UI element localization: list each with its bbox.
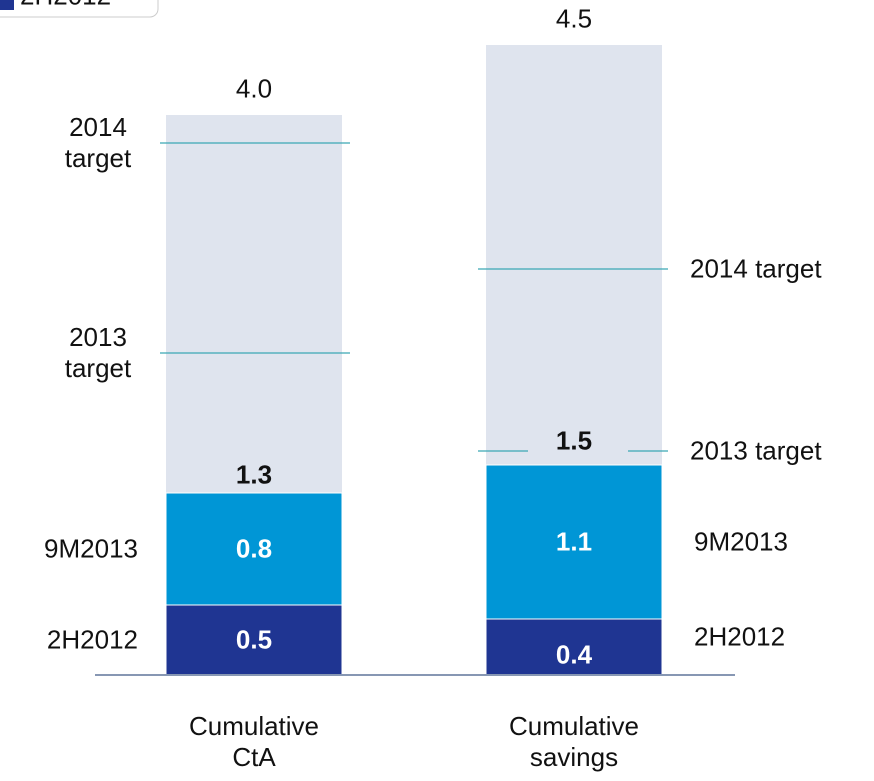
legend-label: 2H2012 bbox=[20, 0, 111, 12]
cumulative-label: 1.3 bbox=[235, 459, 273, 490]
cumulative-label: 1.5 bbox=[555, 425, 593, 456]
legend-box bbox=[0, 0, 159, 18]
target-label: 2014 target bbox=[64, 112, 132, 173]
series-side-label: 9M2013 bbox=[44, 533, 138, 564]
x-category-label: Cumulative savings bbox=[508, 711, 640, 772]
legend-swatch bbox=[0, 0, 14, 10]
series-side-label: 2H2012 bbox=[46, 624, 138, 655]
bar-total-label: 4.0 bbox=[235, 73, 273, 104]
series-side-label: 9M2013 bbox=[694, 526, 788, 557]
target-label: 2013 target bbox=[64, 322, 132, 383]
segment-label: 1.1 bbox=[555, 526, 593, 557]
target-label: 2013 target bbox=[690, 435, 822, 466]
bar-segment bbox=[485, 618, 663, 676]
bar-total-label: 4.5 bbox=[555, 3, 593, 34]
segment-label: 0.5 bbox=[235, 624, 273, 655]
bar-segment bbox=[485, 464, 663, 620]
bar-segment bbox=[165, 604, 343, 676]
bar-segment bbox=[165, 492, 343, 606]
target-label: 2014 target bbox=[690, 253, 822, 284]
segment-label: 0.8 bbox=[235, 533, 273, 564]
x-category-label: Cumulative CtA bbox=[188, 711, 320, 772]
series-side-label: 2H2012 bbox=[694, 621, 786, 652]
segment-label: 0.4 bbox=[555, 639, 593, 670]
